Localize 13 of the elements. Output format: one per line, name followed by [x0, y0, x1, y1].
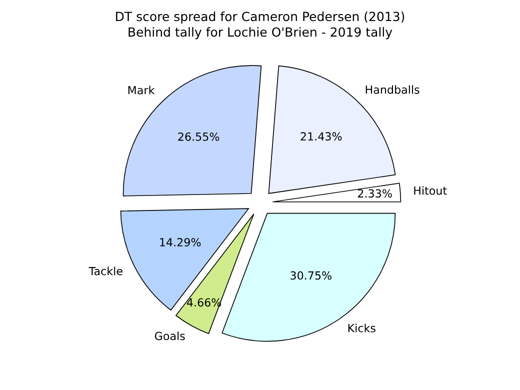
data-label: 2.33% — [358, 189, 392, 198]
slice-label: Handballs — [366, 85, 420, 94]
slice-label: Tackle — [88, 266, 122, 276]
slice-label: Mark — [128, 86, 155, 94]
chart-title: DT score spread for Cameron Pedersen (2013) — [116, 12, 404, 24]
data-label: 26.55% — [178, 132, 220, 141]
data-label: 30.75% — [290, 271, 332, 280]
slice-label: Goals — [154, 332, 185, 340]
data-label: 21.43% — [300, 132, 342, 141]
slice-label: Hitout — [414, 186, 447, 195]
slice-label: Kicks — [348, 324, 376, 332]
chart-subtitle: Behind tally for Lochie O'Brien - 2019 tally — [128, 27, 392, 40]
data-label: 14.29% — [160, 238, 201, 246]
